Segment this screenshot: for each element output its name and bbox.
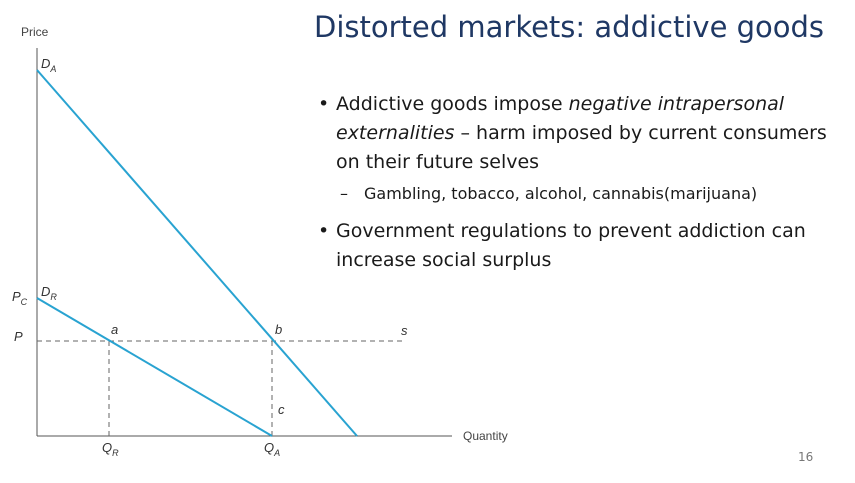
bullet-list: • Addictive goods impose negative intrap… [318, 90, 838, 279]
price-rational-label: PC [12, 289, 28, 307]
demand-rational-curve [36, 297, 273, 437]
page-number: 16 [798, 450, 814, 464]
point-b-label: b [275, 322, 282, 337]
quantity-rational-label: QR [102, 440, 119, 458]
quantity-addicted-label: QA [264, 440, 280, 458]
demand-rational-label: DR [41, 284, 57, 302]
point-c-label: c [278, 402, 285, 417]
sub-bullet-examples: – Gambling, tobacco, alcohol, cannabis(m… [318, 181, 838, 207]
sub-bullet-text: Gambling, tobacco, alcohol, cannabis(mar… [364, 184, 758, 203]
supply-label: s [401, 323, 408, 338]
demand-addicted-curve [36, 69, 358, 437]
bullet-text-emphasis: negative intrapersonal externalities [336, 93, 785, 144]
bullet-text-part2: – harm imposed by current consumers on t… [336, 122, 827, 173]
price-label: P [14, 329, 23, 344]
bullet-dot-icon: • [318, 93, 330, 115]
bullet-item-government-regulations: • Government regulations to prevent addi… [318, 217, 838, 275]
bullet-dot-icon: • [318, 220, 330, 242]
y-axis-label: Price [21, 25, 49, 39]
demand-addicted-label: DA [41, 56, 56, 74]
bullet-text: Government regulations to prevent addict… [336, 220, 806, 271]
x-axis-label: Quantity [463, 429, 508, 443]
dash-bullet-icon: – [340, 184, 348, 203]
slide-title: Distorted markets: addictive goods [314, 10, 825, 44]
bullet-item-addictive-goods: • Addictive goods impose negative intrap… [318, 90, 838, 177]
bullet-text-part1: Addictive goods impose [336, 93, 569, 115]
point-a-label: a [111, 322, 118, 337]
